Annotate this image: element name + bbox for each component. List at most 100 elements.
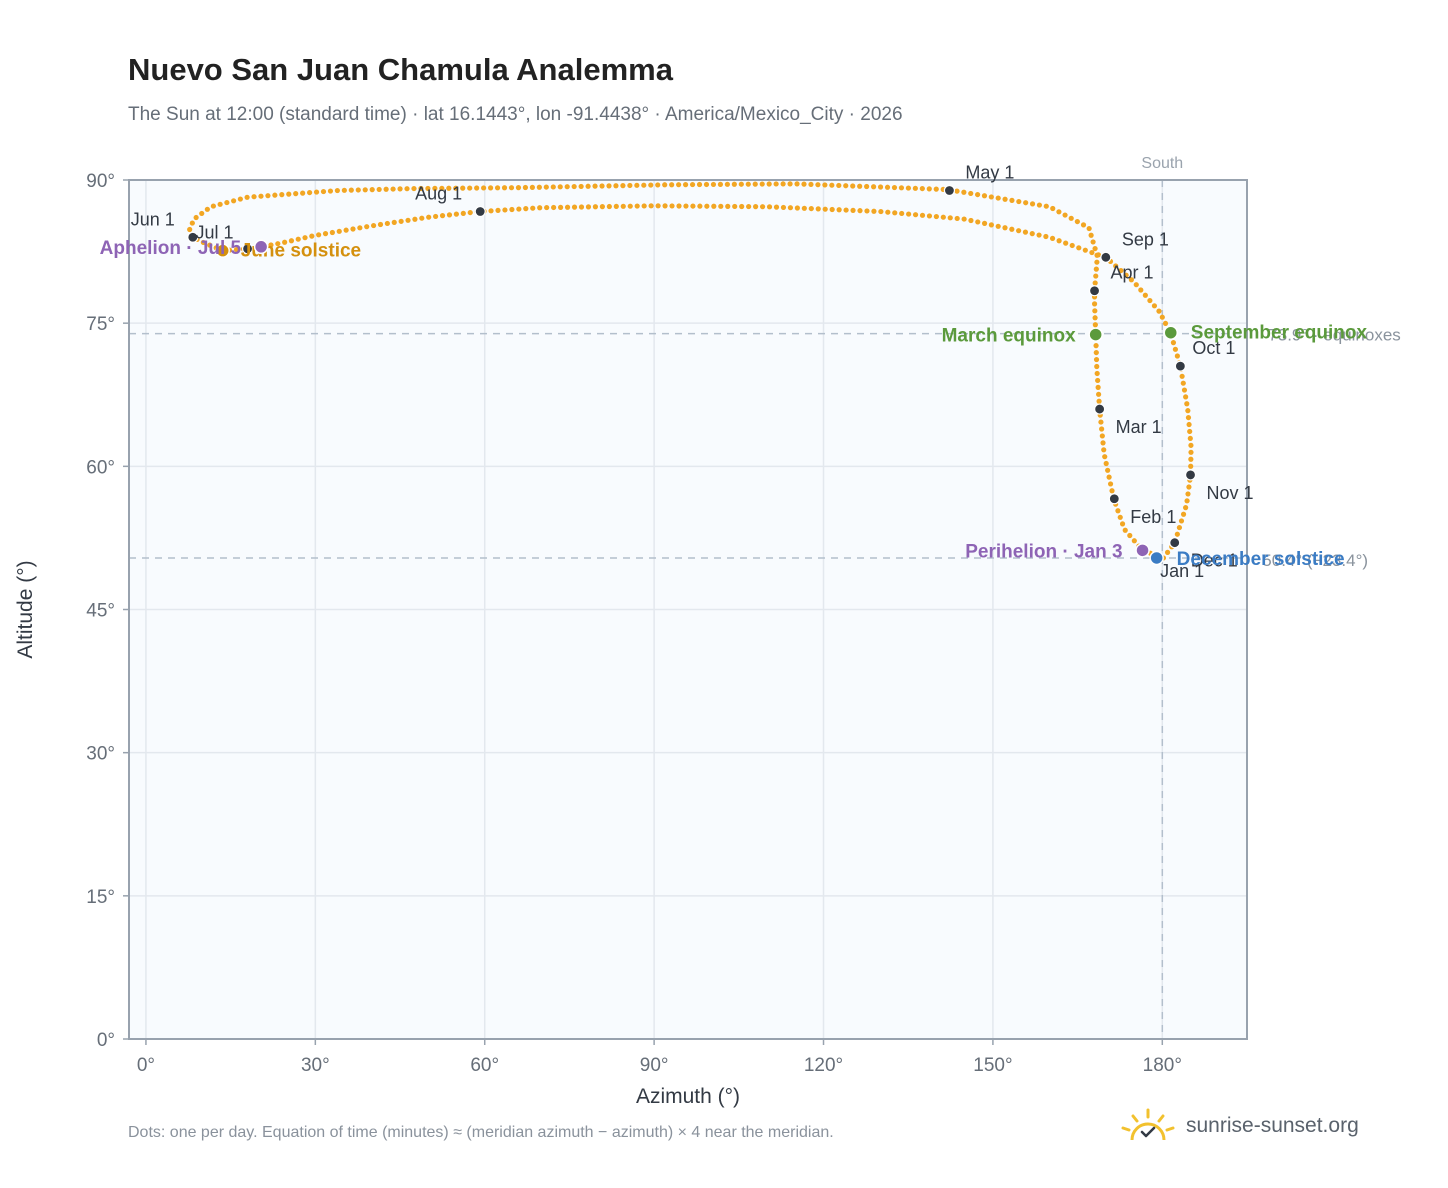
x-tick-label: 180° bbox=[1143, 1055, 1182, 1076]
x-tick-label: 0° bbox=[137, 1055, 155, 1076]
daily-sun-dot bbox=[1092, 280, 1098, 286]
daily-sun-dot bbox=[207, 242, 213, 248]
x-tick-label: 150° bbox=[973, 1055, 1012, 1076]
month-marker bbox=[1108, 493, 1120, 505]
month-marker bbox=[1088, 285, 1101, 297]
daily-sun-dot bbox=[926, 213, 933, 219]
daily-sun-dot bbox=[1074, 218, 1080, 225]
daily-sun-dot bbox=[288, 238, 295, 244]
daily-sun-dot bbox=[676, 203, 682, 209]
daily-sun-dot bbox=[1094, 259, 1100, 265]
daily-sun-dot bbox=[204, 206, 210, 212]
daily-sun-dot bbox=[1080, 222, 1087, 228]
x-tick-label: 120° bbox=[804, 1055, 843, 1076]
daily-sun-dot bbox=[1184, 498, 1190, 504]
daily-sun-dot bbox=[648, 182, 654, 188]
daily-sun-dot bbox=[1162, 320, 1169, 327]
daily-sun-dot bbox=[364, 224, 370, 230]
y-tick-label: 30° bbox=[86, 744, 115, 765]
daily-sun-dot bbox=[1151, 303, 1158, 309]
daily-sun-dot bbox=[690, 203, 696, 209]
daily-sun-dot bbox=[912, 212, 919, 218]
daily-sun-dot bbox=[961, 189, 967, 195]
daily-sun-dot bbox=[606, 203, 612, 210]
daily-sun-dot bbox=[1082, 247, 1088, 253]
daily-sun-dot bbox=[981, 220, 988, 226]
daily-sun-dot bbox=[551, 204, 557, 211]
daily-sun-dot bbox=[564, 204, 571, 210]
daily-sun-dot bbox=[1069, 242, 1075, 249]
daily-sun-dot bbox=[265, 193, 271, 199]
daily-sun-dot bbox=[995, 195, 1001, 201]
daily-sun-dot bbox=[801, 205, 807, 211]
daily-sun-dot bbox=[1186, 421, 1192, 428]
daily-sun-dot bbox=[320, 188, 327, 195]
month-marker bbox=[1100, 251, 1112, 263]
daily-sun-dot bbox=[300, 190, 306, 196]
daily-sun-dot bbox=[1076, 245, 1082, 251]
daily-sun-dot bbox=[1184, 401, 1190, 407]
daily-sun-dot bbox=[753, 204, 759, 210]
daily-sun-dot bbox=[426, 214, 432, 220]
daily-sun-dot bbox=[1099, 426, 1105, 432]
daily-sun-dot bbox=[1002, 196, 1008, 202]
daily-sun-dot bbox=[1107, 481, 1114, 487]
daily-sun-dot bbox=[1180, 511, 1187, 517]
month-label: Oct 1 bbox=[1192, 338, 1235, 358]
daily-sun-dot bbox=[233, 246, 240, 253]
daily-sun-dot bbox=[268, 242, 274, 248]
daily-sun-dot bbox=[571, 204, 578, 210]
daily-sun-dot bbox=[189, 220, 195, 226]
daily-sun-dot bbox=[418, 185, 424, 192]
daily-sun-dot bbox=[1115, 508, 1121, 514]
daily-sun-dot bbox=[613, 203, 619, 210]
daily-sun-dot bbox=[954, 188, 960, 194]
month-marker bbox=[1174, 360, 1186, 372]
daily-sun-dot bbox=[850, 183, 856, 189]
daily-sun-dot bbox=[717, 181, 724, 187]
brand-logo[interactable]: sunrise-sunset.org bbox=[1120, 1104, 1359, 1148]
x-axis-label: Azimuth (°) bbox=[636, 1085, 740, 1108]
daily-sun-dot bbox=[334, 187, 340, 194]
daily-sun-dot bbox=[1092, 308, 1098, 314]
daily-sun-dot bbox=[1016, 228, 1022, 234]
daily-sun-dot bbox=[329, 229, 335, 236]
daily-sun-dot bbox=[1113, 263, 1119, 269]
daily-sun-dot bbox=[905, 185, 912, 191]
daily-sun-dot bbox=[187, 226, 193, 233]
daily-sun-dot bbox=[1036, 232, 1042, 238]
daily-sun-dot bbox=[1176, 524, 1183, 531]
daily-sun-dot bbox=[397, 186, 403, 192]
daily-sun-dot bbox=[307, 189, 313, 196]
daily-sun-dot bbox=[210, 203, 216, 209]
daily-sun-dot bbox=[530, 205, 536, 211]
daily-sun-dot bbox=[1088, 232, 1094, 238]
daily-sun-dot bbox=[343, 227, 349, 233]
chart-subtitle: The Sun at 12:00 (standard time) · lat 1… bbox=[128, 104, 903, 125]
daily-sun-dot bbox=[1093, 266, 1099, 272]
daily-sun-dot bbox=[703, 181, 710, 188]
daily-sun-dot bbox=[376, 186, 382, 193]
daily-sun-dot bbox=[1094, 363, 1100, 370]
daily-sun-dot bbox=[662, 182, 668, 188]
daily-sun-dot bbox=[892, 210, 898, 216]
daily-sun-dot bbox=[1128, 277, 1134, 283]
daily-sun-dot bbox=[439, 213, 446, 219]
daily-sun-dot bbox=[1029, 230, 1035, 237]
daily-sun-dot bbox=[348, 187, 354, 193]
daily-sun-dot bbox=[1093, 343, 1099, 349]
daily-sun-dot bbox=[648, 203, 654, 209]
daily-sun-dot bbox=[1068, 215, 1074, 221]
daily-sun-dot bbox=[217, 201, 223, 207]
daily-sun-dot bbox=[357, 225, 363, 231]
daily-sun-dot bbox=[1186, 484, 1192, 490]
key-point-label: September equinox bbox=[1191, 323, 1368, 344]
daily-sun-dot bbox=[947, 215, 953, 221]
daily-sun-dot bbox=[370, 222, 377, 229]
daily-sun-dot bbox=[836, 207, 842, 213]
daily-sun-dot bbox=[515, 185, 522, 191]
key-point-marker bbox=[215, 243, 230, 258]
daily-sun-dot bbox=[453, 185, 459, 191]
daily-sun-dot bbox=[1188, 442, 1194, 448]
daily-sun-dot bbox=[286, 191, 292, 197]
